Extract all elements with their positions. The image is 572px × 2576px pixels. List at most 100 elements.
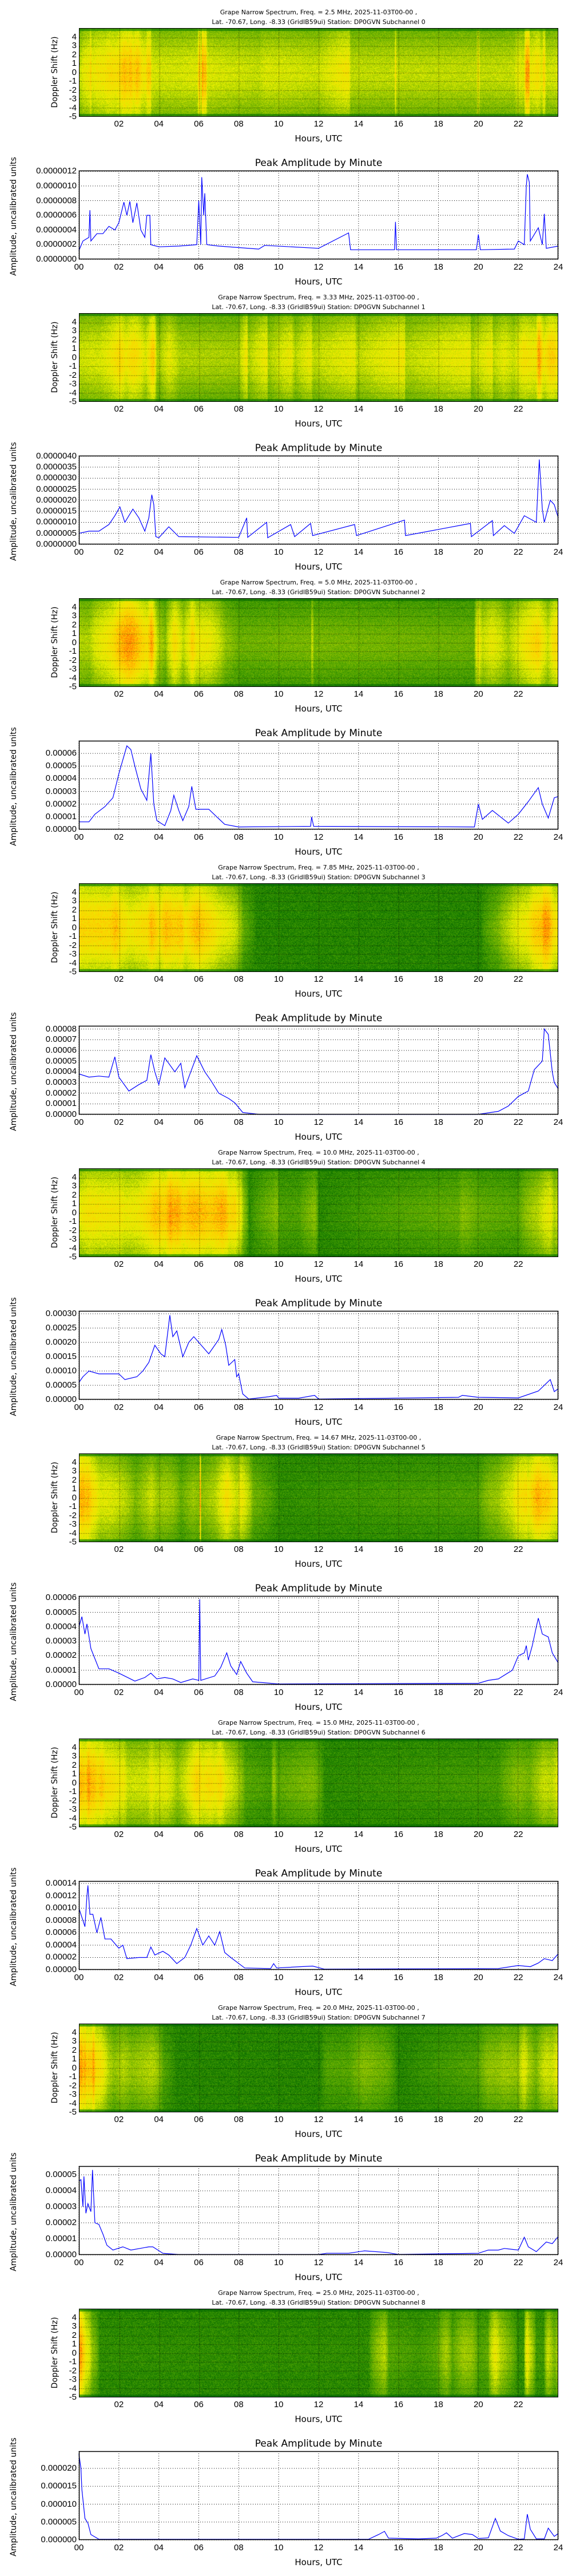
spectrogram-y-axis-label: Doppler Shift (Hz) — [50, 891, 59, 963]
spectrogram-title-line1: Grape Narrow Spectrum, Freq. = 5.0 MHz, … — [220, 579, 418, 586]
spectrogram-x-tick-label: 14 — [353, 2115, 364, 2124]
line-x-tick-label: 14 — [353, 1117, 364, 1127]
plot-frame — [78, 2166, 559, 2255]
spectrogram-plot — [79, 2024, 558, 2112]
line-chart-plot — [78, 2451, 559, 2541]
line-x-tick-label: 10 — [273, 1973, 284, 1982]
line-x-tick-label: 12 — [313, 1402, 324, 1412]
spectrogram-y-tick-label: 4 — [72, 317, 77, 327]
line-x-axis-label: Hours, UTC — [295, 1417, 343, 1427]
line-x-tick-label: 10 — [273, 1117, 284, 1127]
spectrogram-title-line1: Grape Narrow Spectrum, Freq. = 10.0 MHz,… — [218, 1149, 419, 1156]
spectrogram-y-tick-label: -1 — [69, 361, 77, 371]
spectrogram-x-tick-label: 04 — [154, 689, 164, 699]
line-x-tick-label: 04 — [154, 1117, 164, 1127]
line-x-tick-label: 16 — [394, 547, 403, 557]
line-x-tick-label: 10 — [273, 1402, 284, 1412]
line-y-tick-label: 0.0000002 — [36, 239, 77, 250]
line-y-axis-label: Amplitude, uncalibrated units — [9, 2437, 18, 2557]
spectrogram-y-tick-label: 3 — [72, 1181, 77, 1191]
spectrogram-x-tick-label: 04 — [154, 404, 164, 414]
spectrogram-x-tick-label: 08 — [233, 974, 244, 984]
spectrogram-y-tick-label: 2 — [72, 1760, 77, 1770]
line-x-tick-label: 04 — [154, 547, 164, 557]
spectrogram-y-tick-label: -1 — [69, 2357, 77, 2366]
line-x-tick-label: 18 — [434, 832, 443, 842]
spectrogram-x-tick-label: 16 — [394, 2115, 403, 2124]
line-x-tick-label: 22 — [513, 1973, 523, 1982]
line-y-tick-label: 0.00007 — [45, 1034, 77, 1045]
line-y-axis-label: Amplitude, uncalibrated units — [9, 1297, 18, 1416]
line-x-tick-label: 04 — [154, 2543, 164, 2553]
line-x-tick-label: 18 — [434, 262, 443, 272]
line-y-tick-label: 0.0000004 — [36, 224, 77, 235]
spectrogram-x-tick-label: 18 — [434, 974, 443, 984]
line-chart-title: Peak Amplitude by Minute — [255, 2438, 383, 2449]
line-y-tick-label: 0.0000000 — [36, 539, 77, 549]
spectrogram-x-tick-label: 08 — [233, 1830, 244, 1839]
line-x-tick-label: 00 — [74, 832, 84, 842]
spectrogram-x-tick-label: 14 — [353, 1259, 364, 1269]
spectrogram-x-tick-label: 20 — [473, 689, 483, 699]
line-y-tick-label: 0.00006 — [45, 748, 77, 758]
spectrogram-x-tick-label: 08 — [233, 119, 244, 129]
spectrogram-x-tick-label: 06 — [194, 974, 204, 984]
spectrogram-x-tick-label: 06 — [194, 1259, 204, 1269]
spectrogram-y-tick-label: 3 — [72, 326, 77, 335]
line-x-tick-label: 06 — [194, 262, 204, 272]
spectrogram-x-tick-label: 18 — [434, 1830, 443, 1839]
spectrogram-x-tick-label: 22 — [513, 404, 523, 414]
line-x-tick-label: 16 — [394, 1402, 403, 1412]
spectrogram-title-line2: Lat. -70.67, Long. -8.33 (GridIB59ui) St… — [212, 1159, 426, 1166]
spectrogram-x-tick-label: 06 — [194, 2115, 204, 2124]
line-y-tick-label: 0.00005 — [45, 761, 77, 771]
spectrogram-y-tick-label: -5 — [69, 682, 77, 692]
spectrogram-y-tick-label: 3 — [72, 41, 77, 50]
spectrogram-x-tick-label: 22 — [513, 1830, 523, 1839]
spectrogram-x-tick-label: 22 — [513, 1259, 523, 1269]
line-x-tick-label: 20 — [473, 1973, 483, 1982]
spectrogram-y-tick-label: 2 — [72, 904, 77, 915]
spectrogram-y-tick-label: -4 — [69, 1243, 77, 1253]
line-y-tick-label: 0.00002 — [45, 2218, 77, 2228]
line-y-tick-label: 0.00006 — [45, 1593, 77, 1603]
spectrogram-y-axis-label: Doppler Shift (Hz) — [50, 321, 59, 393]
spectrogram-y-tick-label: -1 — [69, 1502, 77, 1511]
amplitude-series-line — [78, 1885, 559, 1970]
line-x-tick-label: 14 — [353, 2543, 364, 2553]
spectrogram-title-line2: Lat. -70.67, Long. -8.33 (GridIB59ui) St… — [212, 18, 426, 26]
line-x-tick-label: 00 — [74, 1402, 84, 1412]
spectrogram-plot — [79, 1739, 558, 1827]
line-y-tick-label: 0.00000 — [45, 1965, 77, 1974]
spectrogram-y-tick-label: 0 — [72, 2348, 77, 2358]
spectrogram-x-axis-label: Hours, UTC — [295, 2414, 343, 2424]
line-x-tick-label: 06 — [194, 2258, 204, 2267]
line-x-tick-label: 08 — [233, 1688, 244, 1697]
spectrogram-y-tick-label: -4 — [69, 2098, 77, 2108]
line-x-tick-label: 00 — [74, 1973, 84, 1982]
line-x-axis-label: Hours, UTC — [295, 1987, 343, 1997]
spectrogram-x-tick-label: 22 — [513, 2115, 523, 2124]
line-x-tick-label: 00 — [74, 262, 84, 272]
line-x-tick-label: 22 — [513, 2543, 523, 2553]
line-x-tick-label: 08 — [233, 2258, 244, 2267]
spectrogram-y-tick-label: -5 — [69, 1252, 77, 1262]
line-x-tick-label: 18 — [434, 2543, 443, 2553]
spectrogram-x-tick-label: 04 — [154, 2115, 164, 2124]
line-x-tick-label: 24 — [553, 547, 563, 557]
line-x-tick-label: 02 — [114, 1402, 124, 1412]
line-y-tick-label: 0.00025 — [45, 1323, 77, 1333]
line-y-tick-label: 0.00003 — [45, 1077, 77, 1087]
line-chart-plot — [78, 170, 559, 260]
spectrogram-x-tick-label: 14 — [353, 404, 364, 414]
spectrogram-x-tick-label: 08 — [233, 689, 244, 699]
spectrogram-y-tick-label: 0 — [72, 1492, 77, 1503]
chart-panel: Grape Narrow Spectrum, Freq. = 2.5 MHz, … — [0, 0, 572, 287]
amplitude-series-line — [78, 2170, 559, 2255]
spectrogram-x-axis-label: Hours, UTC — [295, 704, 343, 714]
spectrogram-heatmap — [80, 1739, 558, 1827]
spectrogram-y-tick-label: -2 — [69, 1510, 77, 1520]
line-x-tick-label: 20 — [473, 2543, 483, 2553]
line-y-axis-label: Amplitude, uncalibrated units — [9, 157, 18, 276]
line-y-tick-label: 0.00010 — [45, 1366, 77, 1376]
